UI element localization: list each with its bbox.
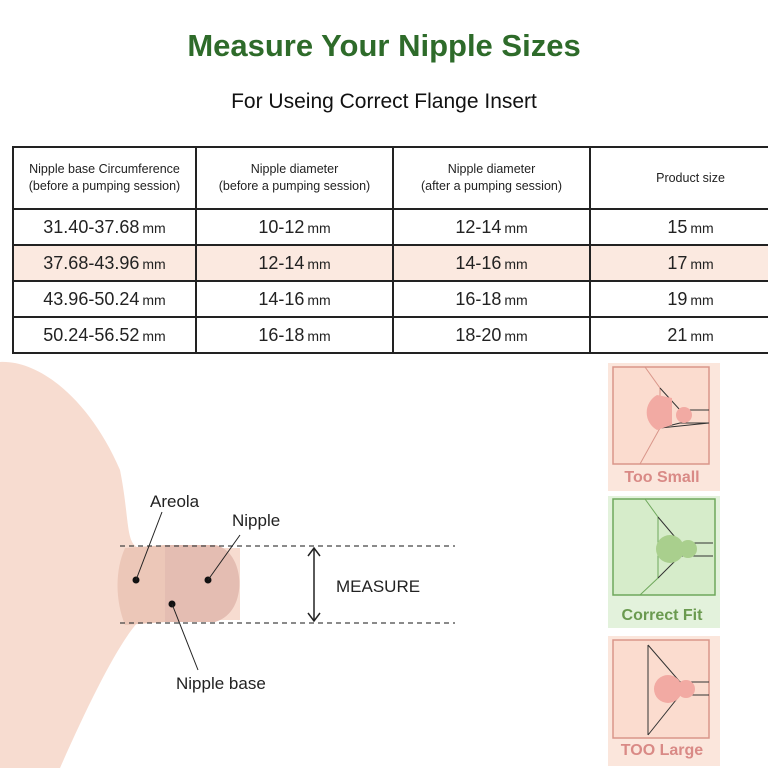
table-cell: 18-20 mm [392,316,591,354]
table-cell: 12-14 mm [392,208,591,246]
table-cell: 37.68-43.96 mm [12,244,197,282]
table-cell: 12-14 mm [195,244,394,282]
nipple-base-label: Nipple base [176,674,266,693]
measure-label: MEASURE [336,577,421,596]
table-cell: 21 mm [589,316,768,354]
header-cell: Nipple diameter (after a pumping session) [392,146,591,210]
table-cell: 31.40-37.68 mm [12,208,197,246]
table-cell: 17 mm [589,244,768,282]
table-cell: 15 mm [589,208,768,246]
table-cell: 14-16 mm [392,244,591,282]
fit-icon-correct [608,496,720,628]
header-cell: Nipple base Circumference (before a pumpi… [12,146,197,210]
header-cell: Nipple diameter (before a pumping session… [195,146,394,210]
table-row: 31.40-37.68 mm 10-12 mm 12-14 mm 15 mm [12,208,768,246]
areola-shape [117,545,165,625]
fit-icon-too-large [608,636,720,766]
header-cell: Product size [589,146,768,210]
table-row: 43.96-50.24 mm 14-16 mm 16-18 mm 19 mm [12,280,768,318]
page-subtitle: For Useing Correct Flange Insert [231,90,537,113]
fit-icon-too-small [608,363,720,491]
nipple-shape [165,545,240,622]
nipple-label: Nipple [232,511,281,530]
areola-label: Areola [150,492,200,511]
table-cell: 43.96-50.24 mm [12,280,197,318]
too-small-label: Too Small [624,469,700,486]
table-cell: 50.24-56.52 mm [12,316,197,354]
table-cell: 19 mm [589,280,768,318]
size-table: Nipple base Circumference (before a pumpi… [12,146,768,354]
correct-fit-label: Correct Fit [621,607,703,624]
table-row: 50.24-56.52 mm 16-18 mm 18-20 mm 21 mm [12,316,768,354]
table-cell: 16-18 mm [392,280,591,318]
table-cell: 10-12 mm [195,208,394,246]
table-row: 37.68-43.96 mm 12-14 mm 14-16 mm 17 mm [12,244,768,282]
too-large-label: TOO Large [620,742,704,759]
table-cell: 16-18 mm [195,316,394,354]
table-header-row: Nipple base Circumference (before a pumpi… [12,146,768,210]
page-title: Measure Your Nipple Sizes [187,28,581,63]
table-cell: 14-16 mm [195,280,394,318]
